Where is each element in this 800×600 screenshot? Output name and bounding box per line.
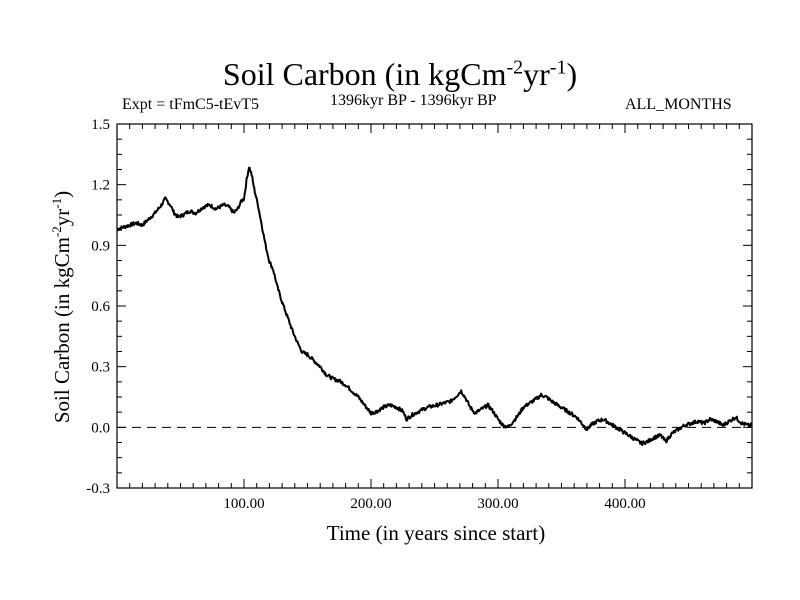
y-tick-label: -0.3 bbox=[86, 481, 110, 497]
y-tick-label: 0.6 bbox=[91, 299, 110, 315]
x-tick-label: 100.00 bbox=[223, 496, 264, 512]
soil-carbon-series-line bbox=[116, 166, 753, 447]
period-label: 1396kyr BP - 1396kyr BP bbox=[330, 92, 497, 109]
x-tick-label: 400.00 bbox=[604, 496, 645, 512]
experiment-label: Expt = tFmC5-tEvT5 bbox=[122, 96, 260, 113]
tick-labels: 100.00 200.00 300.00 400.00 -0.3 0.0 0.3 0.6 0.9… bbox=[86, 117, 645, 512]
x-tick-label: 300.00 bbox=[477, 496, 518, 512]
x-axis-label: Time (in years since start) bbox=[326, 521, 546, 545]
y-axis-label: Soil Carbon (in kgCm-2yr-1) bbox=[49, 190, 74, 424]
y-tick-label: 1.5 bbox=[91, 117, 110, 133]
tick-layer bbox=[117, 123, 752, 489]
chart-title: Soil Carbon (in kgCm-2yr-1) bbox=[222, 56, 578, 92]
y-tick-label: 0.3 bbox=[91, 360, 110, 376]
months-label: ALL_MONTHS bbox=[625, 96, 732, 113]
y-tick-label: 0.0 bbox=[91, 420, 110, 436]
plot-frame bbox=[116, 123, 753, 489]
x-tick-label: 200.00 bbox=[350, 496, 391, 512]
y-tick-label: 0.9 bbox=[91, 238, 110, 254]
y-tick-label: 1.2 bbox=[91, 178, 110, 194]
